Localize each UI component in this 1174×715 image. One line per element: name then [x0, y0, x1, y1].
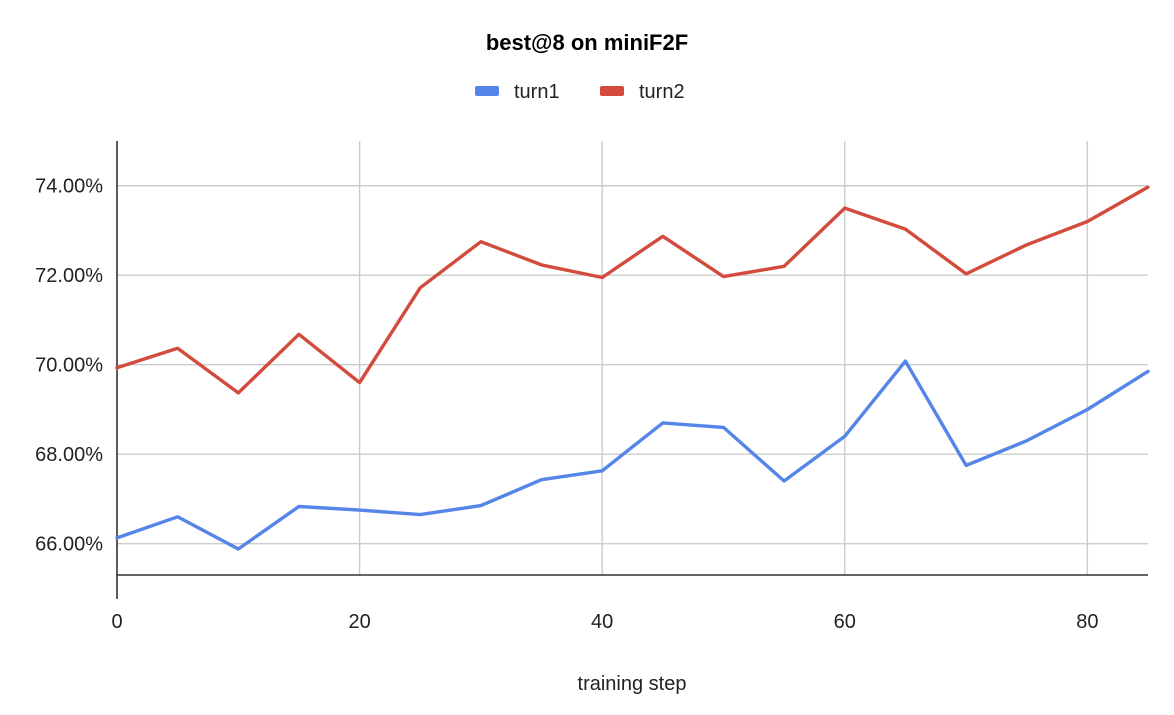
y-tick-label: 70.00% — [35, 355, 103, 377]
legend-item-turn1[interactable]: turn1 — [475, 81, 560, 103]
legend-swatch-turn2 — [600, 86, 624, 96]
x-tick-label: 80 — [1076, 611, 1098, 633]
series-line-turn2[interactable] — [115, 185, 1150, 395]
y-tick-label: 72.00% — [35, 265, 103, 287]
x-tick-label: 40 — [591, 611, 613, 633]
legend-label-turn2: turn2 — [639, 81, 685, 103]
gridlines — [117, 141, 1148, 575]
series-lines — [115, 185, 1150, 551]
y-tick-label: 66.00% — [35, 534, 103, 556]
chart-title: best@8 on miniF2F — [486, 30, 688, 55]
x-axis-title: training step — [578, 673, 687, 695]
x-tick-label: 0 — [111, 611, 122, 633]
legend: turn1 turn2 — [475, 81, 685, 103]
tick-labels: 66.00% 68.00% 70.00% 72.00% 74.00% 0 20 40 60 80 — [35, 176, 1098, 633]
legend-item-turn2[interactable]: turn2 — [600, 81, 685, 103]
x-tick-label: 60 — [834, 611, 856, 633]
x-tick-label: 20 — [348, 611, 370, 633]
legend-label-turn1: turn1 — [514, 81, 560, 103]
series-line-turn1[interactable] — [115, 359, 1150, 551]
y-tick-label: 74.00% — [35, 176, 103, 198]
legend-swatch-turn1 — [475, 86, 499, 96]
y-tick-label: 68.00% — [35, 444, 103, 466]
axes — [116, 141, 1148, 599]
